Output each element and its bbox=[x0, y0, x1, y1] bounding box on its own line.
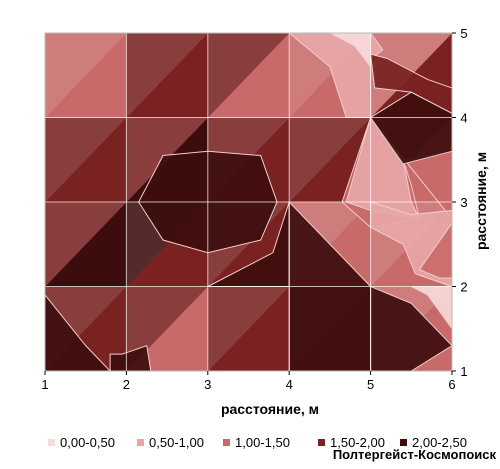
x-tick-label: 5 bbox=[367, 377, 374, 392]
legend-label: 2,00-2,50 bbox=[412, 435, 467, 450]
legend-label: 0,50-1,00 bbox=[149, 435, 204, 450]
x-tick-label: 6 bbox=[448, 377, 455, 392]
legend-label: 0,00-0,50 bbox=[60, 435, 115, 450]
legend-swatch bbox=[223, 439, 230, 446]
y-axis-ticks: 1 2 3 4 5 bbox=[452, 26, 468, 379]
x-tick-label: 2 bbox=[123, 377, 130, 392]
legend-swatch bbox=[400, 439, 407, 446]
legend-swatch bbox=[48, 439, 55, 446]
legend-label: 1,50-2,00 bbox=[330, 435, 385, 450]
y-tick-label: 3 bbox=[460, 195, 467, 210]
x-tick-label: 3 bbox=[204, 377, 211, 392]
y-axis-title: расстояние, м bbox=[473, 152, 489, 250]
legend-label: 1,00-1,50 bbox=[235, 435, 290, 450]
legend-swatch bbox=[137, 439, 144, 446]
legend-swatch bbox=[318, 439, 325, 446]
y-tick-label: 2 bbox=[460, 280, 467, 295]
x-axis-title: расстояние, м bbox=[221, 401, 319, 417]
x-axis-ticks: 1 2 3 4 5 6 bbox=[41, 371, 456, 392]
x-tick-label: 1 bbox=[41, 377, 48, 392]
y-tick-label: 4 bbox=[460, 111, 467, 126]
y-tick-label: 1 bbox=[460, 364, 467, 379]
x-tick-label: 4 bbox=[286, 377, 293, 392]
legend: 0,00-0,50 0,50-1,00 1,00-1,50 1,50-2,00 2,00… bbox=[48, 435, 467, 450]
watermark-text: Полтергейст-Космопоиск bbox=[333, 447, 497, 462]
y-tick-label: 5 bbox=[460, 26, 467, 41]
